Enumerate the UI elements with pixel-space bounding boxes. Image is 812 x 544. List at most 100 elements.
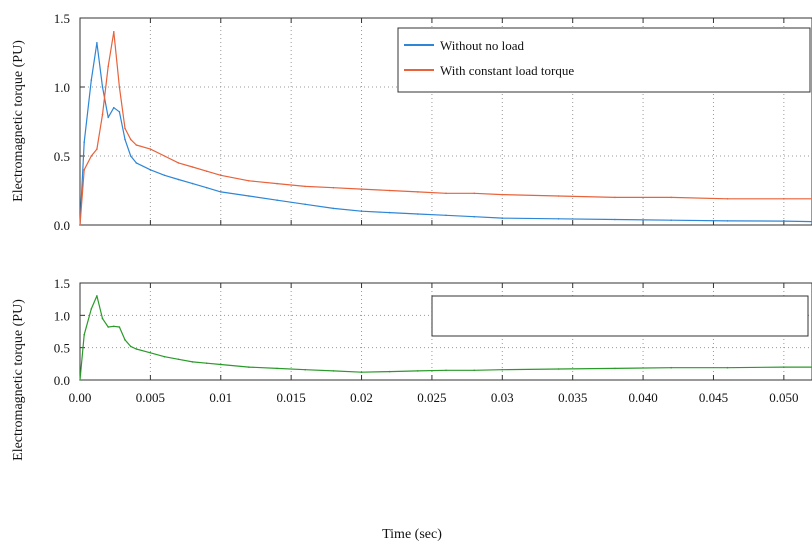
- data-point: [557, 368, 560, 370]
- data-point: [83, 141, 85, 143]
- data-point: [783, 220, 785, 222]
- data-point: [118, 326, 121, 328]
- data-point: [220, 174, 222, 177]
- data-point: [149, 148, 152, 150]
- data-point: [332, 370, 335, 372]
- data-point: [135, 162, 138, 164]
- data-point: [191, 361, 194, 363]
- legend-box: [397, 27, 811, 93]
- x-axis-label: Time (sec): [382, 527, 442, 542]
- data-point: [332, 207, 335, 210]
- data-point: [101, 86, 104, 88]
- data-point: [191, 166, 194, 168]
- data-point: [129, 138, 132, 141]
- data-point: [417, 191, 419, 193]
- data-point: [96, 42, 98, 44]
- data-point: [360, 188, 363, 190]
- data-point: [276, 367, 278, 370]
- data-point: [248, 180, 250, 182]
- data-point: [90, 155, 93, 157]
- data-point: [501, 193, 504, 196]
- data-point: [445, 369, 447, 372]
- data-point: [304, 185, 307, 188]
- bottom-plot-frame: [79, 282, 812, 381]
- data-point: [124, 138, 126, 141]
- y-tick-label: 0.5: [54, 341, 70, 356]
- x-tick-label: 0.00: [69, 390, 92, 405]
- data-point: [205, 362, 208, 365]
- data-point: [191, 182, 194, 185]
- data-point: [163, 355, 166, 358]
- data-point: [304, 368, 307, 371]
- data-point: [473, 369, 476, 372]
- data-point: [614, 367, 616, 370]
- data-point: [90, 79, 93, 81]
- data-point: [220, 191, 222, 193]
- data-point: [304, 203, 307, 206]
- x-tick-label: 0.040: [628, 390, 657, 405]
- data-point: [177, 358, 180, 361]
- legend-label-without-load: Without no load: [440, 38, 524, 53]
- data-point: [473, 192, 476, 195]
- data-point: [417, 370, 419, 372]
- data-point: [445, 192, 447, 195]
- data-point: [783, 366, 785, 368]
- y-tick-label: 1.0: [54, 80, 70, 95]
- data-point: [149, 169, 152, 171]
- data-point: [417, 213, 419, 215]
- data-point: [101, 317, 104, 320]
- data-point: [83, 333, 85, 336]
- top-y-axis-label: Electromagnetic torque (PU): [11, 40, 26, 202]
- data-point: [388, 370, 391, 373]
- x-tick-label: 0.005: [136, 390, 165, 405]
- data-point: [118, 86, 121, 88]
- data-point: [248, 366, 250, 368]
- data-point: [248, 195, 250, 197]
- data-point: [726, 198, 729, 200]
- data-point: [149, 352, 152, 354]
- data-point: [557, 195, 560, 197]
- data-point: [388, 189, 391, 192]
- data-point: [96, 148, 98, 150]
- data-point: [90, 308, 93, 310]
- data-point: [163, 174, 166, 177]
- data-point: [83, 169, 85, 171]
- data-point: [124, 127, 126, 130]
- x-tick-label: 0.01: [209, 390, 232, 405]
- data-point: [726, 366, 729, 369]
- data-point: [726, 220, 729, 222]
- top-panel: 0.0 0.5 1.0 1.5 Electromagnetic torque (PU)…: [11, 11, 812, 233]
- data-point: [501, 368, 504, 371]
- data-point: [79, 379, 81, 381]
- empty-legend-box: [431, 295, 809, 337]
- data-point: [101, 113, 104, 116]
- data-point: [124, 339, 126, 341]
- legend-label-with-load: With constant load torque: [440, 63, 574, 78]
- data-point: [79, 224, 81, 226]
- data-point: [113, 31, 115, 33]
- data-point: [113, 325, 115, 328]
- data-point: [135, 144, 138, 146]
- x-tick-label: 0.045: [699, 390, 728, 405]
- data-point: [783, 198, 785, 200]
- x-tick-label: 0.03: [491, 390, 514, 405]
- x-tick-label: 0.02: [350, 390, 373, 405]
- data-point: [107, 65, 109, 68]
- bottom-panel: 0.0 0.5 1.0 1.5 0.00 0.005 0.01 0.015 0.02 0.025…: [11, 276, 812, 542]
- data-point: [113, 106, 115, 109]
- data-point: [360, 210, 363, 212]
- data-point: [129, 345, 132, 348]
- x-tick-label: 0.050: [769, 390, 798, 405]
- top-legend: Without no load With constant load torqu…: [397, 27, 811, 93]
- data-point: [501, 217, 504, 219]
- y-tick-label: 0.5: [54, 149, 70, 164]
- data-point: [107, 326, 109, 328]
- y-tick-label: 0.0: [54, 373, 70, 388]
- data-point: [614, 218, 616, 221]
- data-point: [205, 186, 208, 189]
- data-point: [107, 116, 109, 119]
- x-tick-label: 0.025: [417, 390, 446, 405]
- data-point: [276, 199, 278, 201]
- data-point: [614, 196, 616, 199]
